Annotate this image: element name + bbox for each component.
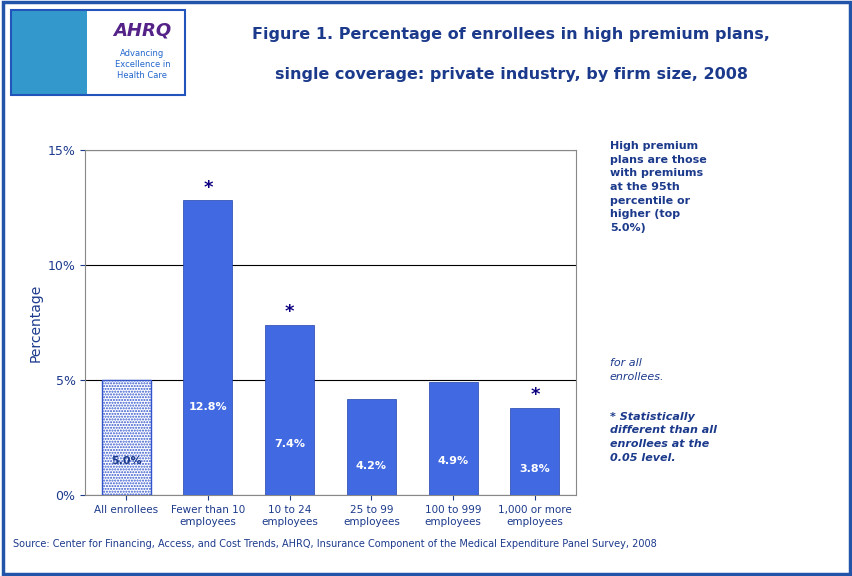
Text: for all
enrollees.: for all enrollees. bbox=[609, 358, 664, 382]
Bar bbox=[87, 10, 185, 95]
Text: AHRQ: AHRQ bbox=[113, 21, 171, 39]
Bar bbox=[428, 382, 477, 495]
Text: Source: Center for Financing, Access, and Cost Trends, AHRQ, Insurance Component: Source: Center for Financing, Access, an… bbox=[13, 539, 656, 550]
Bar bbox=[11, 10, 87, 95]
Text: *: * bbox=[203, 179, 212, 197]
Text: 5.0%: 5.0% bbox=[111, 456, 141, 466]
Text: 7.4%: 7.4% bbox=[273, 439, 305, 449]
Text: * Statistically
different than all
enrollees at the
0.05 level.: * Statistically different than all enrol… bbox=[609, 412, 716, 463]
Text: *: * bbox=[285, 304, 294, 321]
Text: 4.2%: 4.2% bbox=[355, 461, 387, 471]
Bar bbox=[101, 380, 151, 495]
Bar bbox=[509, 408, 559, 495]
Bar bbox=[265, 325, 314, 495]
Text: 12.8%: 12.8% bbox=[188, 402, 227, 412]
Text: High premium
plans are those
with premiums
at the 95th
percentile or
higher (top: High premium plans are those with premiu… bbox=[609, 141, 705, 233]
Text: *: * bbox=[530, 386, 539, 404]
Bar bbox=[183, 200, 232, 495]
Text: 4.9%: 4.9% bbox=[437, 457, 468, 467]
Text: 3.8%: 3.8% bbox=[519, 464, 550, 474]
Bar bbox=[11, 10, 185, 95]
Text: Advancing
Excellence in
Health Care: Advancing Excellence in Health Care bbox=[114, 49, 170, 80]
Text: single coverage: private industry, by firm size, 2008: single coverage: private industry, by fi… bbox=[274, 67, 747, 82]
Bar bbox=[347, 399, 395, 495]
Y-axis label: Percentage: Percentage bbox=[28, 283, 42, 362]
Text: Figure 1. Percentage of enrollees in high premium plans,: Figure 1. Percentage of enrollees in hig… bbox=[252, 26, 769, 41]
